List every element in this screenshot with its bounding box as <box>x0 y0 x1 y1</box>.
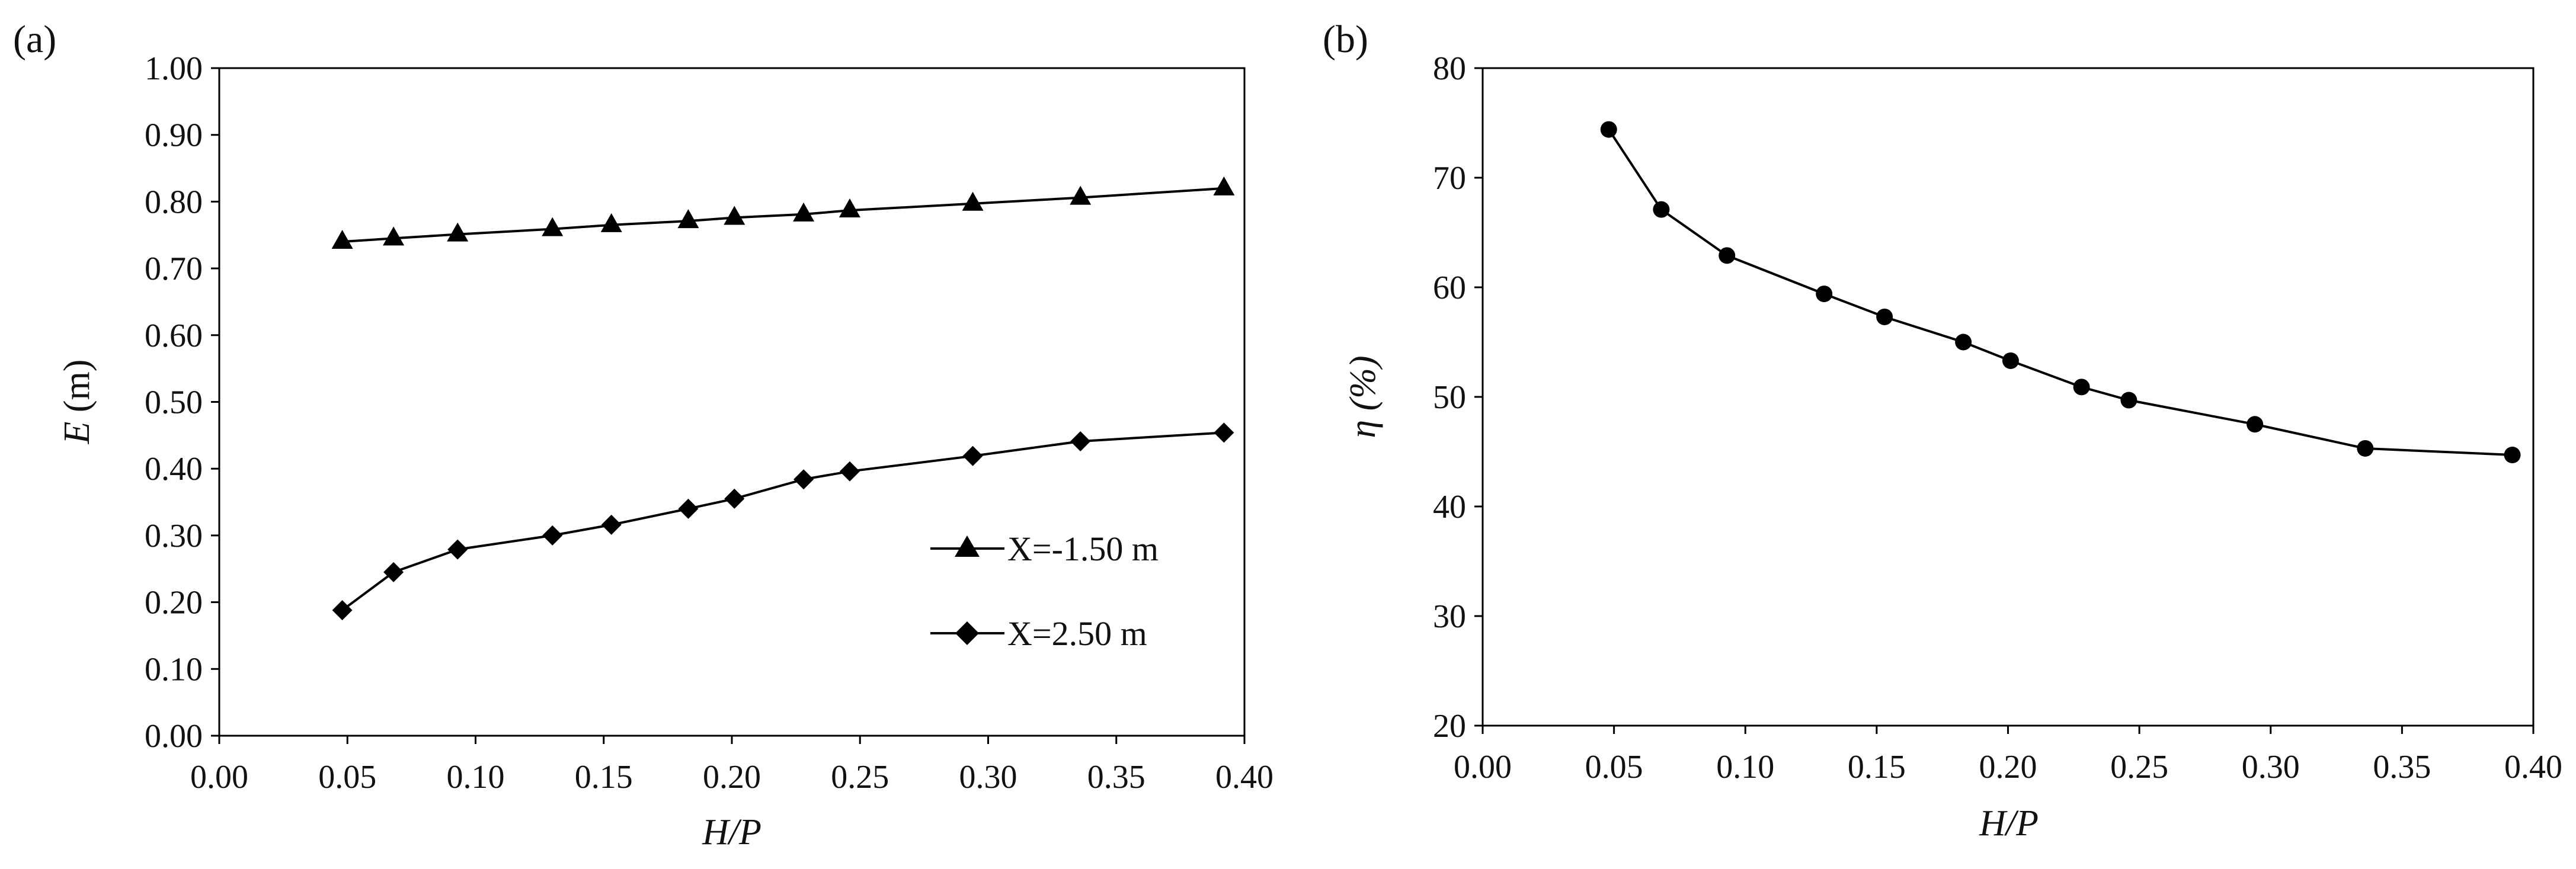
panel-a-series-1-point <box>601 514 622 535</box>
y-tick-label: 0.90 <box>145 117 203 154</box>
panel-a-series-1-point <box>1214 422 1234 443</box>
x-tick-label: 0.35 <box>2373 749 2431 785</box>
x-tick-label: 0.00 <box>1454 749 1512 785</box>
panel-b-series-0-point <box>1955 334 1972 351</box>
panel-a-series-0-point <box>447 222 469 242</box>
x-tick-label: 0.40 <box>2504 749 2562 785</box>
panel-b-series-0-point <box>1653 201 1670 218</box>
y-tick-label: 0.50 <box>145 384 203 421</box>
legend-triangle-marker-icon <box>955 535 980 557</box>
panel-a-y-axis: 0.00 0.10 0.20 0.30 0.40 0.50 0.60 0.70 0.80 0.90… <box>145 50 219 755</box>
panel-a-series-0-line <box>342 187 1224 243</box>
x-tick-label: 0.20 <box>1979 749 2037 785</box>
legend-label-x-minus-1-50: X=-1.50 m <box>1007 530 1159 568</box>
panel-b-plot-frame <box>1481 67 2535 727</box>
x-tick-label: 0.05 <box>318 759 376 796</box>
panel-a-series-1-point <box>447 539 468 560</box>
panel-a-series-1-point <box>542 525 563 546</box>
panel-a-series-1-point <box>1070 431 1091 451</box>
y-tick-label: 0.00 <box>145 718 203 755</box>
x-tick-label: 0.25 <box>2110 749 2168 785</box>
legend-label-x-2-50: X=2.50 m <box>1007 614 1147 653</box>
panel-a-label: (a) <box>13 18 56 61</box>
panel-a-series-1-point <box>839 461 860 482</box>
x-tick-label: 0.35 <box>1087 759 1145 796</box>
y-tick-label: 60 <box>1433 270 1466 306</box>
panel-a-x-axis-title: H/P <box>702 812 761 852</box>
legend-diamond-marker-icon <box>955 621 979 645</box>
panel-a-y-axis-title: E (m) <box>57 360 97 445</box>
y-tick-label: 0.30 <box>145 518 203 554</box>
panel-a-series-0-point <box>677 209 699 229</box>
panel-a-series-0-point <box>1070 185 1092 205</box>
y-tick-label: 0.70 <box>145 251 203 287</box>
panel-a-series-group <box>331 176 1235 621</box>
panel-a-series-1-point <box>383 562 404 582</box>
panel-b-series-0-point <box>2073 379 2090 396</box>
y-tick-label: 0.10 <box>145 651 203 688</box>
panel-b-series-0-point <box>2504 447 2521 464</box>
x-tick-label: 0.10 <box>1716 749 1774 785</box>
x-tick-label: 0.15 <box>1848 749 1906 785</box>
x-tick-label: 0.00 <box>190 759 248 796</box>
panel-a-series-1-point <box>962 445 983 466</box>
panel-b-series-0-point <box>1816 286 1833 303</box>
x-tick-label: 0.10 <box>447 759 505 796</box>
panel-a-x-axis: 0.00 0.05 0.10 0.15 0.20 0.25 0.30 0.35 0.40 <box>190 736 1273 796</box>
panel-a-series-0-point <box>962 191 984 211</box>
x-tick-label: 0.30 <box>959 759 1017 796</box>
y-tick-label: 0.80 <box>145 184 203 220</box>
panel-a-series-1-line <box>341 431 1224 611</box>
panel-b-y-axis-title: η (%) <box>1343 355 1383 438</box>
x-tick-label: 0.15 <box>575 759 633 796</box>
panel-b-series-0-point <box>1876 308 1893 325</box>
panel-b-series-0-point <box>2002 352 2019 369</box>
panel-b-series-0-line <box>1608 129 2513 456</box>
y-tick-label: 50 <box>1433 379 1466 416</box>
panel-a-series-1-point <box>793 469 814 490</box>
panel-b-y-axis: 20 30 40 50 60 70 80 <box>1433 50 1483 745</box>
panel-b-label: (b) <box>1323 18 1368 61</box>
y-tick-label: 80 <box>1433 50 1466 87</box>
panel-b-series-0-point <box>2120 392 2137 409</box>
panel-a-series-1-point <box>332 600 353 621</box>
panel-a-series-0-point <box>542 217 564 236</box>
panel-a-series-1-point <box>678 498 699 519</box>
panel-a-series-0-point <box>331 230 353 249</box>
panel-b-x-axis-title: H/P <box>1979 803 2039 844</box>
y-tick-label: 70 <box>1433 160 1466 197</box>
x-tick-label: 0.20 <box>703 759 761 796</box>
panel-a-series-0-point <box>724 206 745 225</box>
panel-b-series-0-point <box>1600 121 1617 138</box>
y-tick-label: 30 <box>1433 598 1466 635</box>
panel-b-x-axis: 0.00 0.05 0.10 0.15 0.20 0.25 0.30 0.35 0.40 <box>1454 726 2562 785</box>
y-tick-label: 20 <box>1433 708 1466 745</box>
panel-b-series-0-point <box>1719 247 1736 264</box>
chart-panel-a: (a) 0.00 0.10 0.20 0.30 0.40 0.50 0.60 0.70 0.80… <box>13 18 1273 852</box>
y-tick-label: 0.60 <box>145 318 203 354</box>
panel-a-series-1-point <box>724 488 745 509</box>
panel-a-series-0-point <box>793 202 815 222</box>
panel-a-series-0-point <box>1213 176 1235 195</box>
panel-a-series-0-point <box>839 198 860 218</box>
x-tick-label: 0.30 <box>2242 749 2300 785</box>
panel-b-series-0-point <box>2357 440 2374 457</box>
panel-a-legend: X=-1.50 m X=2.50 m <box>930 530 1159 653</box>
x-tick-label: 0.25 <box>831 759 889 796</box>
panel-b-series-group <box>1600 121 2521 464</box>
panel-a-series-0-point <box>383 226 405 246</box>
x-tick-label: 0.40 <box>1215 759 1273 796</box>
panel-a-series-0-point <box>600 213 622 232</box>
y-tick-label: 40 <box>1433 489 1466 525</box>
y-tick-label: 1.00 <box>145 50 203 87</box>
panel-b-series-0-point <box>2247 416 2264 433</box>
y-tick-label: 0.20 <box>145 585 203 621</box>
x-tick-label: 0.05 <box>1585 749 1643 785</box>
y-tick-label: 0.40 <box>145 451 203 488</box>
